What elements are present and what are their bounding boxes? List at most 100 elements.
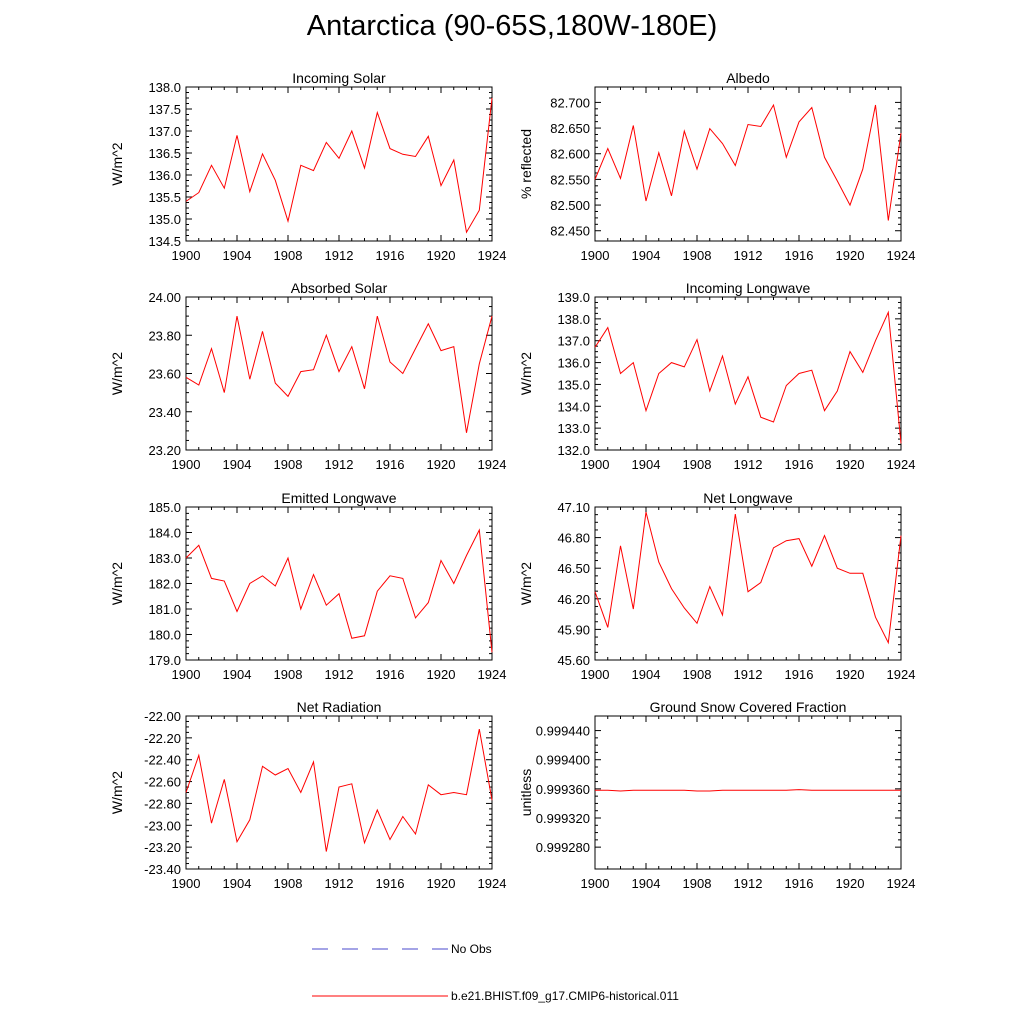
x-tick-label: 1904	[223, 457, 252, 472]
x-tick-label: 1912	[734, 457, 763, 472]
x-tick-label: 1924	[887, 457, 916, 472]
x-tick-label: 1912	[734, 876, 763, 891]
y-tick-label: -22.80	[144, 796, 181, 811]
x-tick-label: 1916	[376, 248, 405, 263]
y-tick-label: -23.00	[144, 818, 181, 833]
panel-title: Ground Snow Covered Fraction	[650, 699, 847, 715]
panel-title: Absorbed Solar	[291, 280, 388, 296]
plot-frame	[594, 296, 902, 451]
x-tick-label: 1904	[632, 457, 661, 472]
x-tick-label: 1912	[734, 248, 763, 263]
y-axis-label: W/m^2	[109, 562, 125, 605]
y-tick-label: 137.0	[148, 124, 181, 139]
x-tick-label: 1908	[683, 248, 712, 263]
y-tick-label: 135.0	[557, 377, 590, 392]
x-tick-label: 1900	[581, 876, 610, 891]
x-tick-label: 1900	[172, 457, 201, 472]
x-tick-label: 1916	[785, 667, 814, 682]
y-axis-label: unitless	[518, 769, 534, 816]
y-tick-label: 136.0	[148, 168, 181, 183]
y-tick-label: 82.550	[550, 172, 590, 187]
y-tick-label: 0.999320	[536, 811, 590, 826]
y-tick-label: -23.40	[144, 862, 181, 877]
series-line	[185, 315, 493, 433]
panel-title: Incoming Longwave	[686, 280, 811, 296]
y-tick-label: -22.60	[144, 775, 181, 790]
series-line	[185, 729, 493, 852]
y-axis-label: W/m^2	[109, 352, 125, 395]
x-tick-label: 1920	[427, 667, 456, 682]
y-tick-label: 139.0	[557, 290, 590, 305]
panel-title: Net Longwave	[703, 490, 793, 506]
x-tick-label: 1916	[376, 876, 405, 891]
x-tick-label: 1908	[274, 457, 303, 472]
y-tick-label: 23.40	[148, 405, 181, 420]
x-tick-label: 1916	[785, 876, 814, 891]
x-tick-label: 1920	[836, 667, 865, 682]
y-tick-label: 184.0	[148, 526, 181, 541]
x-tick-label: 1924	[478, 667, 507, 682]
series-line	[594, 310, 902, 444]
x-tick-label: 1912	[325, 457, 354, 472]
plot-frame	[185, 506, 493, 661]
y-tick-label: 137.0	[557, 334, 590, 349]
y-tick-label: 180.0	[148, 628, 181, 643]
x-tick-label: 1912	[325, 248, 354, 263]
x-tick-label: 1900	[172, 248, 201, 263]
y-tick-label: 185.0	[148, 500, 181, 515]
y-tick-label: 45.90	[557, 622, 590, 637]
figure-title: Antarctica (90-65S,180W-180E)	[306, 10, 718, 42]
x-tick-label: 1908	[683, 667, 712, 682]
legend-label-model: b.e21.BHIST.f09_g17.CMIP6-historical.011	[451, 989, 679, 1003]
x-tick-label: 1904	[223, 248, 252, 263]
y-tick-label: 47.10	[557, 500, 590, 515]
x-tick-label: 1920	[427, 457, 456, 472]
y-tick-label: 23.60	[148, 367, 181, 382]
y-tick-label: 23.20	[148, 443, 181, 458]
y-tick-label: 0.999400	[536, 753, 590, 768]
x-tick-label: 1912	[325, 876, 354, 891]
series-line	[594, 103, 902, 221]
series-line	[594, 511, 902, 645]
legend-line-dashed	[312, 948, 448, 950]
plot-frame	[185, 715, 493, 870]
x-tick-label: 1924	[478, 876, 507, 891]
y-tick-label: 0.999280	[536, 840, 590, 855]
plot-frame	[185, 296, 493, 451]
panel-title: Incoming Solar	[292, 70, 386, 86]
legend-line-solid	[312, 995, 448, 997]
x-tick-label: 1920	[836, 457, 865, 472]
y-tick-label: 82.600	[550, 147, 590, 162]
x-tick-label: 1924	[887, 248, 916, 263]
x-tick-label: 1908	[274, 248, 303, 263]
y-tick-label: 0.999440	[536, 724, 590, 739]
y-tick-label: 182.0	[148, 577, 181, 592]
plot-frame	[594, 715, 902, 870]
y-tick-label: -22.40	[144, 753, 181, 768]
x-tick-label: 1908	[683, 457, 712, 472]
y-tick-label: 82.500	[550, 198, 590, 213]
y-tick-label: 45.60	[557, 653, 590, 668]
x-tick-label: 1904	[632, 248, 661, 263]
legend-label-no-obs: No Obs	[451, 942, 492, 956]
y-tick-label: -23.20	[144, 840, 181, 855]
x-tick-label: 1904	[223, 667, 252, 682]
y-tick-label: -22.20	[144, 731, 181, 746]
x-tick-label: 1916	[785, 248, 814, 263]
x-tick-label: 1924	[478, 457, 507, 472]
x-tick-label: 1924	[887, 667, 916, 682]
y-tick-label: 46.20	[557, 592, 590, 607]
x-tick-label: 1912	[325, 667, 354, 682]
y-tick-label: 179.0	[148, 653, 181, 668]
series-line	[185, 528, 493, 653]
y-tick-label: 82.450	[550, 224, 590, 239]
y-tick-label: 138.0	[148, 80, 181, 95]
y-tick-label: 134.0	[557, 399, 590, 414]
legend-item-no-obs: No Obs	[312, 941, 492, 957]
x-tick-label: 1916	[785, 457, 814, 472]
plot-frame	[594, 86, 902, 242]
x-tick-label: 1908	[274, 667, 303, 682]
y-tick-label: 0.999360	[536, 782, 590, 797]
x-tick-label: 1920	[836, 876, 865, 891]
